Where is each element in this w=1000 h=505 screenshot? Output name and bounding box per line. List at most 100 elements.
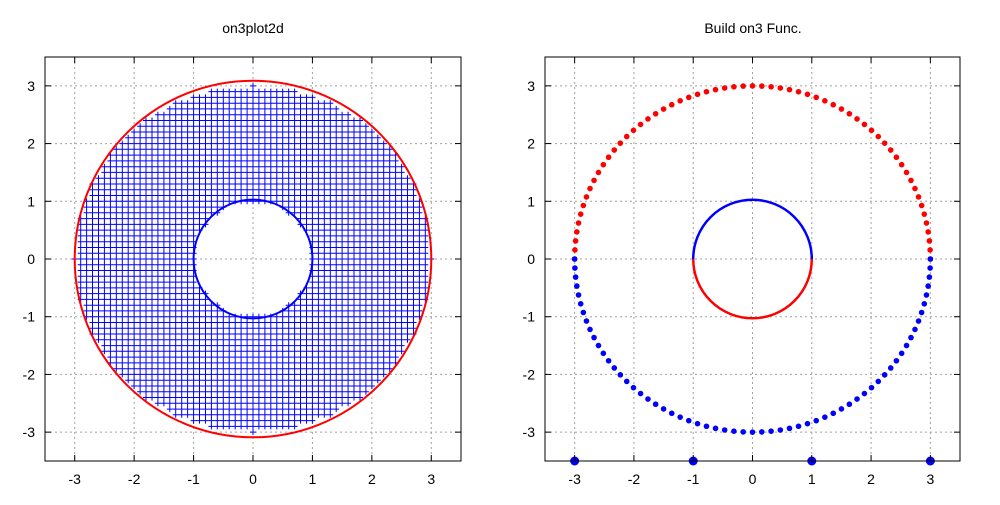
- arc-point: [749, 83, 756, 89]
- arc-point: [830, 410, 837, 417]
- arc-point: [777, 427, 784, 433]
- arc-point: [637, 390, 644, 397]
- arc-point: [908, 177, 914, 184]
- arc-point: [927, 247, 933, 253]
- x-tick-label: 3: [427, 471, 435, 487]
- arc-point: [786, 425, 793, 432]
- plot-panel-right: Build on3 Func. -3 -2 -1 0 1 2 3 -3 -2 -1 0 1 2 3: [523, 20, 961, 487]
- y-tick-label: 3: [527, 78, 535, 94]
- arc-point: [630, 384, 637, 391]
- arc-point: [777, 85, 784, 91]
- arc-point: [918, 309, 925, 316]
- arc-point: [668, 410, 675, 417]
- arc-point: [600, 161, 607, 168]
- arc-point: [660, 406, 667, 412]
- arc-point: [712, 425, 719, 432]
- y-tick-label: 0: [527, 251, 535, 267]
- arc-point: [605, 154, 612, 161]
- arc-point: [677, 98, 683, 104]
- arc-point: [822, 98, 828, 104]
- arc-point: [838, 406, 845, 412]
- arc-point: [912, 326, 918, 333]
- arc-point: [813, 417, 820, 424]
- arc-point: [804, 420, 811, 427]
- plot-panel-left: on3plot2d -3 -2 -1 0 1 2 3 -3 -2 -1 0 1 2 3: [23, 20, 462, 487]
- chart-title: on3plot2d: [222, 20, 284, 36]
- arc-point: [600, 350, 607, 357]
- arc-point: [861, 390, 868, 397]
- arc-point: [923, 220, 930, 226]
- arc-point: [611, 147, 618, 153]
- arc-point: [572, 265, 578, 271]
- x-tick-label: -3: [68, 471, 81, 487]
- arc-point: [571, 256, 578, 262]
- arc-point: [875, 378, 882, 385]
- arc-point: [575, 220, 582, 226]
- arc-point: [786, 86, 793, 93]
- arc-point: [846, 110, 853, 117]
- arc-point: [574, 283, 580, 289]
- arc-point: [893, 154, 900, 161]
- arc-point: [795, 423, 802, 430]
- arc-point: [868, 384, 875, 391]
- arc-point: [574, 229, 580, 235]
- arc-point: [577, 211, 584, 217]
- arc-point: [731, 428, 737, 434]
- arc-point: [903, 169, 910, 176]
- arc-point: [580, 202, 587, 209]
- boundary-arc: [691, 198, 814, 260]
- arc-point: [903, 342, 910, 349]
- arc-point: [925, 283, 931, 289]
- arc-point: [583, 194, 590, 200]
- arc-point: [694, 91, 701, 98]
- arc-point: [925, 229, 931, 235]
- x-tick-label: 0: [249, 471, 257, 487]
- arc-point: [881, 372, 888, 378]
- arc-point: [881, 140, 888, 146]
- plot-data: [71, 79, 435, 439]
- x-tick-label: -1: [187, 471, 200, 487]
- arc-point: [712, 86, 719, 93]
- arc-point: [926, 238, 933, 244]
- arc-point: [830, 101, 837, 108]
- x-tick-label: 0: [749, 471, 757, 487]
- x-tick-label: 3: [926, 471, 934, 487]
- arc-point: [577, 301, 584, 307]
- y-tick-label: -1: [523, 309, 536, 325]
- x-tick-label: -2: [628, 471, 641, 487]
- arc-point: [768, 428, 774, 434]
- arc-point: [703, 423, 710, 430]
- x-tick-label: 1: [808, 471, 816, 487]
- y-tick-label: 2: [527, 136, 535, 152]
- arc-point: [652, 110, 659, 117]
- arc-point: [915, 194, 922, 200]
- arc-point: [927, 256, 934, 262]
- arc-point: [617, 140, 624, 146]
- plot-data: [570, 83, 935, 466]
- arc-point: [572, 274, 579, 280]
- arc-point: [740, 83, 746, 89]
- arc-point: [591, 334, 597, 341]
- arc-point: [583, 318, 590, 324]
- boundary-circle: [73, 79, 433, 439]
- arc-point: [898, 161, 905, 168]
- y-tick-label: 2: [27, 136, 35, 152]
- arc-point: [854, 116, 860, 122]
- arc-point: [645, 116, 651, 122]
- y-tick-label: -1: [23, 309, 36, 325]
- arc-point: [623, 378, 630, 385]
- arc-point: [759, 83, 765, 89]
- arc-point: [595, 342, 602, 349]
- arc-point: [759, 429, 765, 435]
- arc-point: [677, 414, 683, 420]
- arc-point: [731, 84, 737, 90]
- arc-point: [915, 318, 922, 324]
- boundary-arc: [691, 258, 814, 320]
- arc-point: [768, 84, 774, 90]
- arc-point: [868, 127, 875, 134]
- arc-point: [572, 238, 579, 244]
- arc-point: [822, 414, 828, 420]
- y-tick-label: 1: [527, 193, 535, 209]
- arc-point: [637, 121, 644, 128]
